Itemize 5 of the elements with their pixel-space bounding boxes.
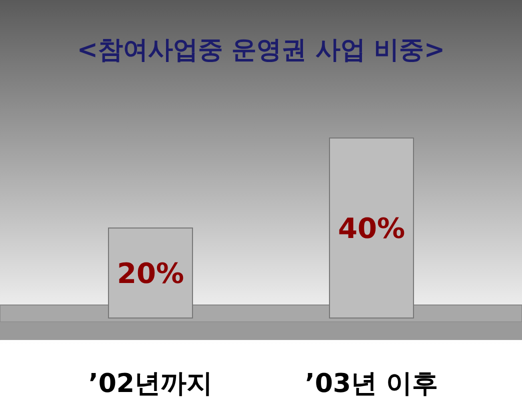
- x-tick-label: ’02년까지: [88, 369, 213, 399]
- data-label: 40%: [338, 212, 406, 245]
- data-label: 20%: [116, 257, 184, 290]
- x-tick-label: ’03년 이후: [304, 369, 438, 399]
- chart-title: <참여사업중 운영권 사업 비중>: [76, 35, 446, 64]
